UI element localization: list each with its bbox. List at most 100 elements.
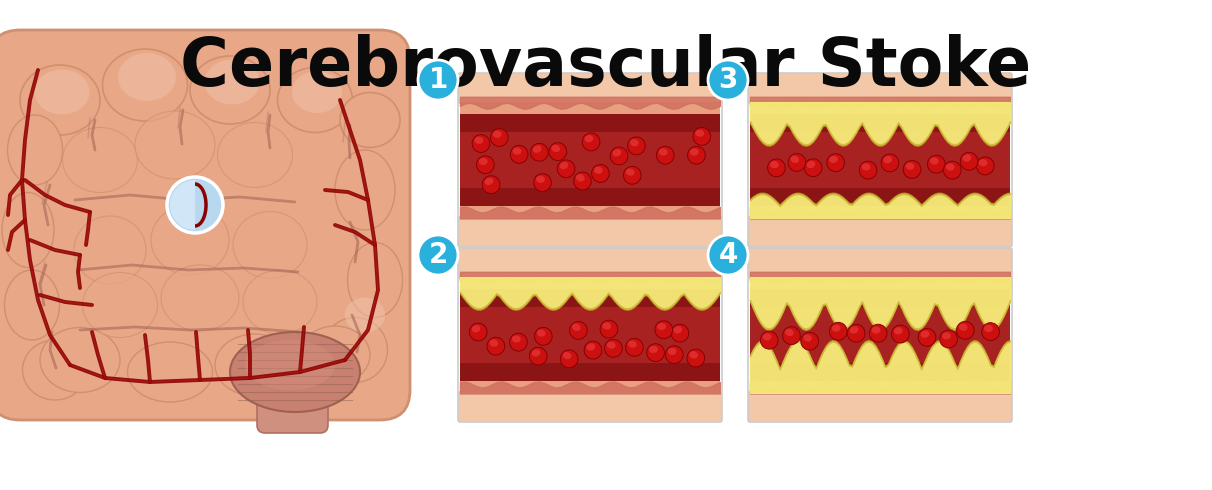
Text: Cerebrovascular Stoke: Cerebrovascular Stoke — [181, 34, 1031, 100]
Ellipse shape — [850, 326, 858, 334]
Ellipse shape — [74, 216, 145, 284]
Ellipse shape — [785, 329, 794, 336]
Ellipse shape — [7, 115, 63, 185]
Ellipse shape — [945, 163, 955, 171]
Ellipse shape — [301, 326, 370, 384]
Bar — [461, 381, 720, 393]
Ellipse shape — [292, 71, 342, 113]
Ellipse shape — [962, 154, 971, 162]
Ellipse shape — [205, 59, 259, 104]
Ellipse shape — [230, 332, 360, 412]
Circle shape — [418, 235, 458, 275]
Ellipse shape — [493, 131, 502, 138]
Ellipse shape — [671, 324, 688, 342]
Bar — [461, 289, 720, 381]
Ellipse shape — [217, 122, 292, 188]
FancyBboxPatch shape — [458, 216, 722, 247]
Ellipse shape — [829, 322, 847, 340]
Bar — [461, 307, 720, 363]
Ellipse shape — [894, 327, 903, 334]
Bar — [750, 102, 1010, 114]
Circle shape — [167, 177, 223, 233]
Ellipse shape — [348, 243, 402, 318]
Ellipse shape — [650, 346, 658, 353]
Ellipse shape — [690, 148, 698, 156]
Ellipse shape — [341, 93, 400, 147]
Bar — [750, 289, 1010, 381]
Ellipse shape — [23, 340, 87, 400]
Ellipse shape — [607, 342, 616, 349]
Ellipse shape — [152, 205, 229, 275]
Ellipse shape — [215, 334, 295, 396]
Ellipse shape — [674, 326, 682, 334]
Ellipse shape — [40, 327, 120, 392]
FancyBboxPatch shape — [458, 73, 722, 104]
Ellipse shape — [760, 331, 778, 349]
Ellipse shape — [790, 156, 799, 163]
Ellipse shape — [903, 161, 921, 178]
Ellipse shape — [591, 165, 610, 182]
Ellipse shape — [930, 157, 938, 165]
Ellipse shape — [960, 152, 978, 170]
Ellipse shape — [242, 270, 318, 334]
Ellipse shape — [491, 128, 508, 147]
Ellipse shape — [881, 154, 899, 172]
Ellipse shape — [612, 149, 622, 156]
Ellipse shape — [21, 65, 101, 135]
Ellipse shape — [570, 321, 588, 340]
Ellipse shape — [605, 340, 622, 357]
Ellipse shape — [654, 321, 673, 339]
Ellipse shape — [278, 68, 353, 132]
Ellipse shape — [982, 323, 1000, 341]
Bar — [750, 307, 1010, 363]
Ellipse shape — [82, 272, 158, 338]
Bar — [461, 132, 720, 188]
Wedge shape — [170, 180, 195, 230]
Ellipse shape — [693, 127, 710, 146]
Ellipse shape — [5, 270, 59, 340]
FancyBboxPatch shape — [748, 216, 1012, 247]
Ellipse shape — [482, 176, 501, 194]
Ellipse shape — [573, 172, 591, 190]
Ellipse shape — [690, 351, 698, 359]
Ellipse shape — [892, 325, 909, 343]
Ellipse shape — [807, 161, 816, 168]
Text: 1: 1 — [428, 66, 447, 94]
Ellipse shape — [584, 341, 602, 359]
Text: 2: 2 — [428, 241, 447, 269]
Ellipse shape — [584, 135, 594, 142]
Ellipse shape — [161, 265, 239, 331]
Ellipse shape — [628, 341, 636, 348]
Ellipse shape — [510, 146, 528, 163]
Ellipse shape — [804, 334, 812, 342]
FancyBboxPatch shape — [257, 357, 328, 433]
Ellipse shape — [562, 352, 571, 359]
Ellipse shape — [245, 340, 335, 390]
Ellipse shape — [625, 169, 635, 176]
Ellipse shape — [533, 146, 542, 153]
Bar — [461, 114, 720, 206]
Ellipse shape — [630, 139, 639, 147]
Ellipse shape — [471, 325, 480, 333]
Ellipse shape — [801, 332, 818, 350]
Ellipse shape — [587, 343, 595, 350]
Ellipse shape — [984, 325, 993, 332]
Ellipse shape — [602, 322, 611, 330]
Ellipse shape — [335, 150, 395, 230]
Ellipse shape — [233, 212, 307, 278]
Ellipse shape — [665, 346, 684, 364]
Ellipse shape — [788, 153, 806, 172]
Ellipse shape — [610, 147, 628, 165]
Ellipse shape — [476, 156, 494, 173]
Ellipse shape — [687, 147, 705, 164]
Ellipse shape — [762, 333, 772, 341]
Ellipse shape — [63, 127, 137, 193]
Ellipse shape — [549, 143, 567, 161]
Ellipse shape — [558, 160, 574, 178]
Ellipse shape — [625, 339, 644, 356]
Ellipse shape — [862, 163, 870, 171]
Ellipse shape — [118, 53, 176, 101]
Ellipse shape — [34, 70, 90, 115]
Ellipse shape — [977, 157, 994, 175]
Ellipse shape — [534, 327, 553, 345]
